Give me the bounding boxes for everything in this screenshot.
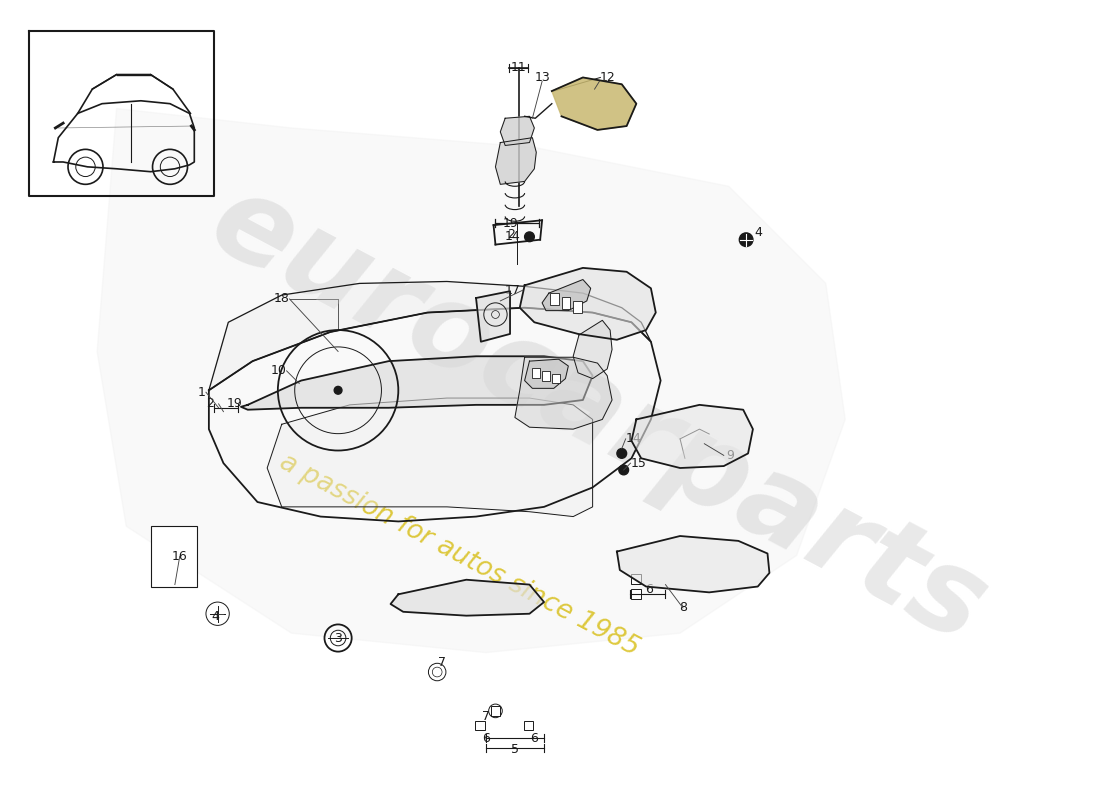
Bar [573, 301, 582, 313]
Polygon shape [209, 282, 651, 390]
Text: 13: 13 [535, 71, 550, 84]
Text: 19: 19 [503, 217, 519, 230]
Bar [631, 590, 641, 599]
Bar [542, 371, 550, 381]
Text: 9: 9 [727, 449, 735, 462]
Polygon shape [97, 109, 845, 653]
Text: 14: 14 [504, 230, 520, 243]
Polygon shape [500, 116, 535, 146]
Polygon shape [520, 268, 656, 340]
Text: 7: 7 [438, 656, 446, 669]
Bar [552, 374, 560, 383]
Circle shape [525, 232, 535, 242]
Circle shape [739, 233, 752, 246]
Circle shape [334, 386, 342, 394]
Polygon shape [495, 138, 537, 184]
Text: 6: 6 [530, 731, 538, 745]
Polygon shape [542, 279, 591, 310]
Text: a passion for autos since 1985: a passion for autos since 1985 [275, 450, 644, 662]
Bar [532, 368, 540, 378]
Text: 10: 10 [271, 364, 287, 378]
Text: 6: 6 [482, 731, 490, 745]
Bar [491, 706, 501, 716]
Text: 17: 17 [505, 284, 520, 297]
Text: eurocarparts: eurocarparts [191, 163, 1005, 668]
Bar [524, 721, 534, 730]
Circle shape [619, 465, 628, 475]
Text: 11: 11 [510, 62, 527, 74]
Polygon shape [515, 358, 612, 429]
Polygon shape [552, 78, 636, 130]
Text: 14: 14 [626, 432, 641, 446]
Text: 15: 15 [630, 457, 647, 470]
Polygon shape [241, 356, 593, 410]
Text: 2: 2 [507, 228, 515, 242]
Bar [631, 574, 641, 584]
Bar [475, 721, 485, 730]
Bar [550, 293, 559, 305]
Text: 6: 6 [645, 583, 653, 596]
Bar [151, 526, 197, 586]
Circle shape [617, 449, 627, 458]
Text: 5: 5 [510, 743, 519, 756]
Text: 12: 12 [600, 71, 615, 84]
Text: 7: 7 [482, 710, 490, 723]
Text: 4: 4 [211, 610, 220, 623]
Polygon shape [617, 536, 769, 592]
Polygon shape [525, 359, 569, 388]
Polygon shape [476, 291, 510, 342]
Polygon shape [631, 405, 752, 468]
Text: 8: 8 [679, 602, 688, 614]
Text: 18: 18 [274, 293, 289, 306]
Text: 19: 19 [227, 398, 242, 410]
Text: 2: 2 [206, 398, 213, 410]
Text: 3: 3 [334, 631, 342, 645]
Text: 4: 4 [755, 226, 762, 239]
Polygon shape [573, 320, 612, 378]
Text: 1: 1 [198, 386, 206, 398]
Polygon shape [390, 580, 544, 616]
Text: 16: 16 [172, 550, 188, 563]
Polygon shape [267, 398, 593, 517]
Bar [561, 297, 570, 309]
